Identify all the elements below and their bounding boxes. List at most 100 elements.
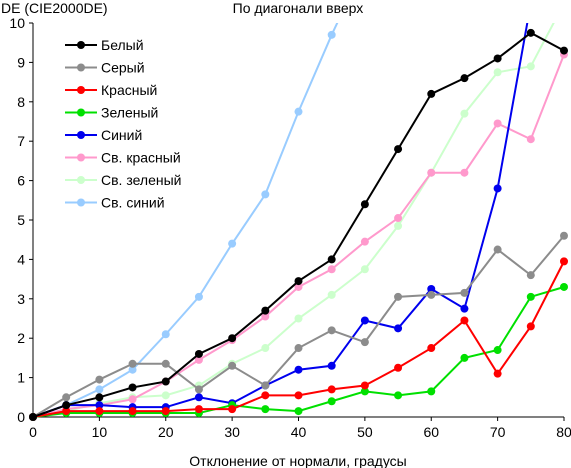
y-tick-label: 9: [17, 54, 25, 70]
data-point: [261, 306, 270, 315]
data-point: [261, 381, 270, 390]
y-tick-label: 5: [17, 212, 25, 228]
data-point: [161, 330, 170, 339]
data-point: [228, 334, 237, 343]
data-point: [294, 314, 303, 323]
x-tick-label: 60: [423, 424, 439, 440]
legend-item: Красный: [65, 82, 157, 98]
x-tick-label: 0: [29, 424, 37, 440]
data-point: [95, 385, 104, 394]
data-point: [460, 168, 469, 177]
data-point: [228, 361, 237, 370]
data-point: [194, 355, 203, 364]
legend-label: Серый: [101, 60, 145, 76]
data-point: [493, 369, 502, 378]
data-point: [194, 405, 203, 414]
data-point: [526, 292, 535, 301]
data-point: [427, 387, 436, 396]
data-point: [294, 391, 303, 400]
legend-item: Св. красный: [65, 150, 181, 166]
series-group: [29, 23, 568, 421]
data-point: [294, 365, 303, 374]
data-point: [294, 107, 303, 116]
legend-marker: [77, 198, 85, 207]
legend-item: Синий: [65, 127, 142, 143]
x-tick-label: 20: [158, 424, 174, 440]
data-point: [327, 397, 336, 406]
y-tick-label: 6: [17, 173, 25, 189]
y-tick-label: 4: [17, 251, 25, 267]
legend-label: Синий: [101, 127, 142, 143]
legend-label: Зеленый: [101, 105, 158, 121]
data-point: [161, 377, 170, 386]
legend-item: Зеленый: [65, 105, 158, 121]
data-point: [427, 168, 436, 177]
data-point: [327, 361, 336, 370]
data-point: [493, 346, 502, 355]
y-tick-label: 3: [17, 291, 25, 307]
data-point: [294, 282, 303, 291]
x-tick-label: 80: [556, 424, 571, 440]
legend-item: Св. синий: [65, 195, 165, 211]
data-point: [560, 231, 568, 240]
data-point: [526, 271, 535, 280]
data-point: [194, 292, 203, 301]
axes: 0 1 2 3 4 5 6 7 8 9 10 0 10 20 30 40 50 60 70 80: [9, 15, 571, 440]
data-point: [493, 184, 502, 193]
data-point: [460, 304, 469, 313]
data-point: [427, 89, 436, 98]
data-point: [194, 385, 203, 394]
data-point: [560, 282, 568, 291]
data-point: [394, 391, 403, 400]
data-point: [560, 257, 568, 266]
legend-label: Св. красный: [101, 150, 181, 166]
data-point: [194, 349, 203, 358]
data-point: [261, 405, 270, 414]
data-point: [360, 265, 369, 274]
chart-title: По диагонали вверх: [233, 0, 364, 16]
x-axis-label: Отклонение от нормали, градусы: [189, 453, 406, 468]
data-point: [526, 322, 535, 331]
data-point: [29, 413, 37, 421]
data-point: [460, 109, 469, 118]
data-point: [460, 288, 469, 297]
x-tick-label: 40: [291, 424, 307, 440]
y-tick-label: 2: [17, 330, 25, 346]
legend-label: Св. зеленый: [101, 172, 181, 188]
data-point: [526, 28, 535, 37]
legend-marker: [77, 153, 85, 162]
data-point: [95, 401, 104, 410]
data-point: [327, 385, 336, 394]
data-point: [294, 407, 303, 416]
data-point: [228, 239, 237, 248]
data-point: [95, 375, 104, 384]
series-line: [32, 23, 529, 418]
data-point: [394, 221, 403, 230]
y-tick-label: 10: [9, 15, 25, 31]
data-point: [394, 363, 403, 372]
data-point: [360, 381, 369, 390]
data-point: [460, 74, 469, 83]
y-tick-label: 7: [17, 133, 25, 149]
legend-label: Св. синий: [101, 195, 165, 211]
data-point: [261, 391, 270, 400]
legend-item: Серый: [65, 60, 145, 76]
data-point: [360, 338, 369, 347]
data-point: [427, 284, 436, 293]
data-point: [294, 344, 303, 353]
data-point: [493, 119, 502, 128]
data-point: [427, 290, 436, 299]
data-point: [261, 190, 270, 199]
data-point: [493, 245, 502, 254]
legend-item: Белый: [65, 37, 144, 53]
x-tick-label: 70: [490, 424, 506, 440]
legend-label: Красный: [101, 82, 157, 98]
data-point: [460, 316, 469, 325]
data-point: [161, 391, 170, 400]
data-point: [327, 30, 336, 39]
data-point: [128, 407, 137, 416]
data-point: [394, 292, 403, 301]
data-point: [327, 255, 336, 264]
data-point: [526, 62, 535, 71]
legend: Белый Серый Красный Зеленый Синий Св. красный…: [65, 37, 181, 211]
